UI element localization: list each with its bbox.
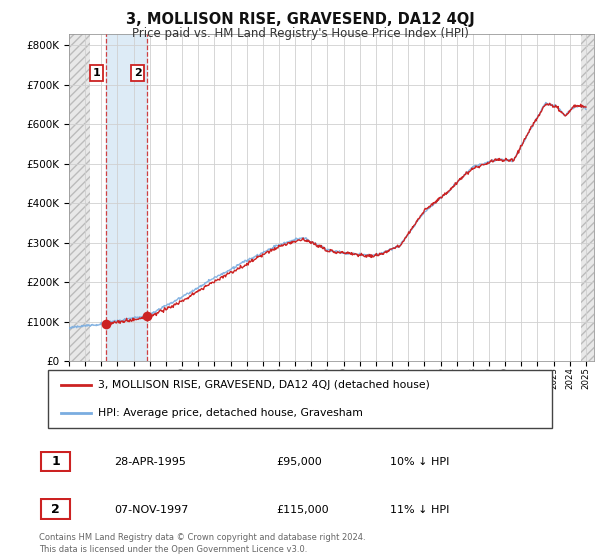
Text: 07-NOV-1997: 07-NOV-1997 — [114, 505, 188, 515]
Text: 1: 1 — [93, 68, 101, 78]
Text: 10% ↓ HPI: 10% ↓ HPI — [390, 457, 449, 467]
Bar — [581, 34, 600, 361]
Text: 2: 2 — [51, 502, 60, 516]
Text: 2: 2 — [134, 68, 142, 78]
Text: HPI: Average price, detached house, Gravesham: HPI: Average price, detached house, Grav… — [98, 408, 363, 418]
Text: 3, MOLLISON RISE, GRAVESEND, DA12 4QJ: 3, MOLLISON RISE, GRAVESEND, DA12 4QJ — [125, 12, 475, 27]
Bar — [106, 34, 148, 361]
Text: Contains HM Land Registry data © Crown copyright and database right 2024.
This d: Contains HM Land Registry data © Crown c… — [39, 533, 365, 554]
Text: 28-APR-1995: 28-APR-1995 — [114, 457, 186, 467]
Text: Price paid vs. HM Land Registry's House Price Index (HPI): Price paid vs. HM Land Registry's House … — [131, 27, 469, 40]
Text: 1: 1 — [51, 455, 60, 468]
Bar — [69, 34, 90, 361]
Text: £115,000: £115,000 — [276, 505, 329, 515]
Text: £95,000: £95,000 — [276, 457, 322, 467]
Text: 3, MOLLISON RISE, GRAVESEND, DA12 4QJ (detached house): 3, MOLLISON RISE, GRAVESEND, DA12 4QJ (d… — [98, 380, 430, 390]
Text: 11% ↓ HPI: 11% ↓ HPI — [390, 505, 449, 515]
